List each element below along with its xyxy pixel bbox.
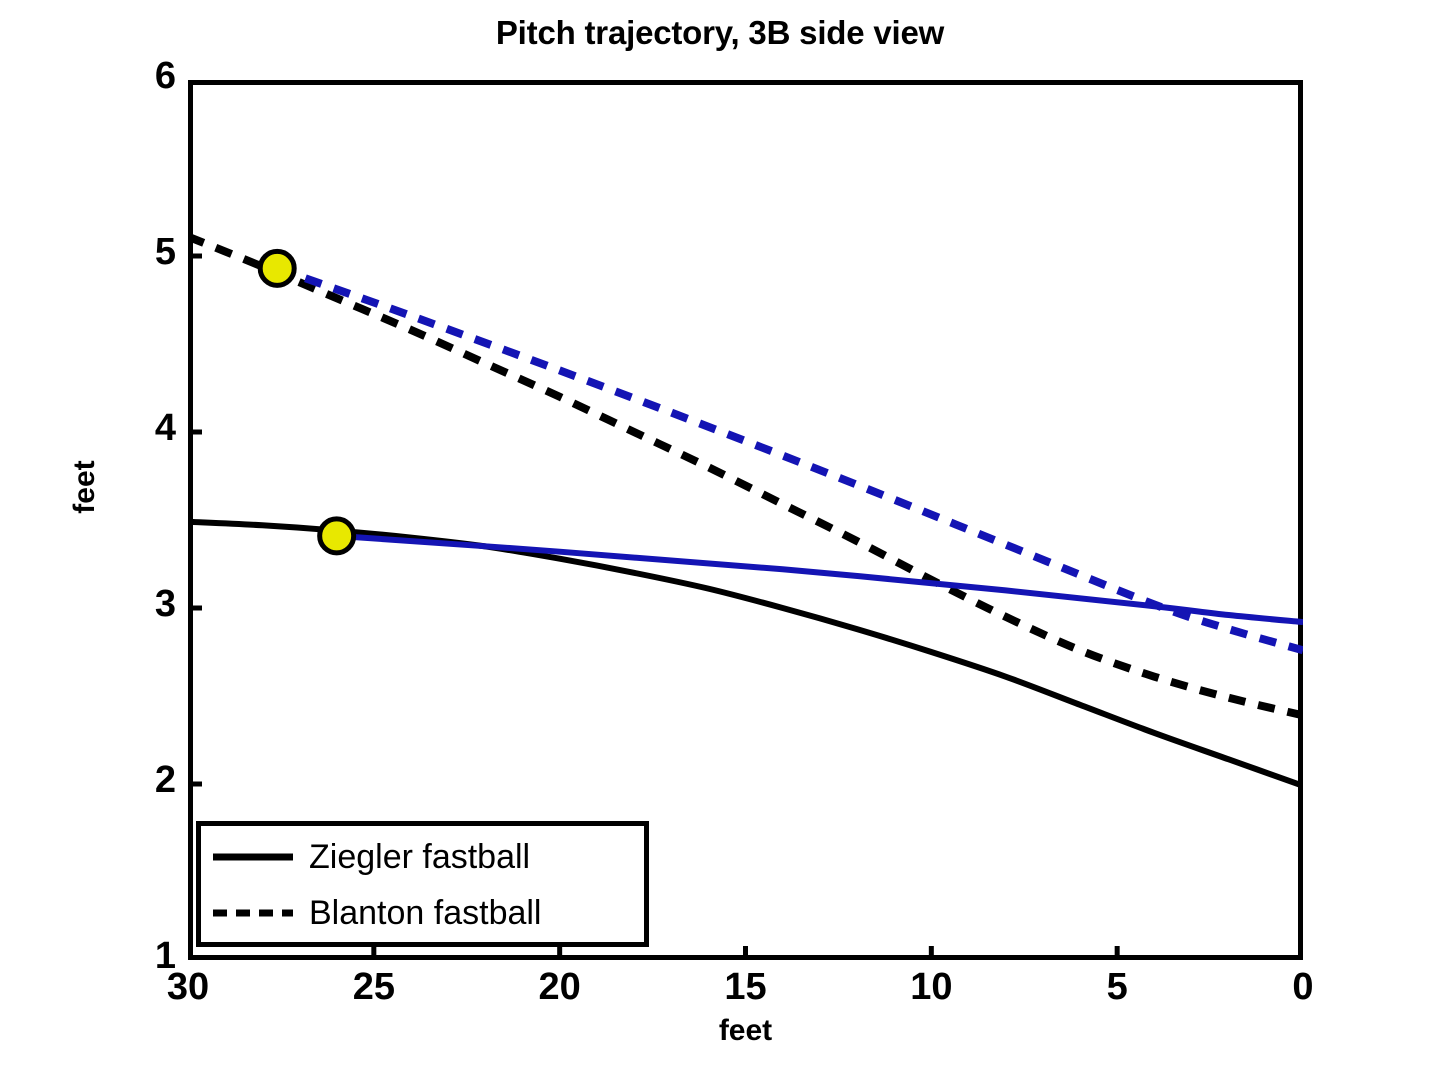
- series-line-2: [336, 532, 1303, 626]
- series-line-0: [188, 518, 1303, 789]
- series-line-1: [188, 232, 1303, 720]
- x-tick-label-20: 20: [538, 966, 581, 1008]
- x-tick-label-0: 0: [1292, 966, 1314, 1008]
- legend-entry-1[interactable]: Blanton fastball: [201, 886, 644, 940]
- tick-marks-group: [188, 253, 1120, 960]
- y-tick-label-3: 3: [154, 583, 176, 625]
- ziegler-release-point-marker: [317, 516, 357, 556]
- legend-swatch-dashed-line-icon: [201, 886, 309, 940]
- y-axis-label: feet: [68, 460, 101, 514]
- x-tick-label-15: 15: [724, 966, 767, 1008]
- legend-label-0: Ziegler fastball: [309, 838, 531, 876]
- page-title: Pitch trajectory, 3B side view: [495, 14, 945, 51]
- plot-drawing-surface: [188, 232, 1303, 960]
- x-tick-label-5: 5: [1106, 966, 1128, 1008]
- x-tick-label-25: 25: [352, 966, 395, 1008]
- data-series-group: [188, 232, 1303, 789]
- legend-label-1: Blanton fastball: [309, 894, 542, 932]
- data-markers-group: [257, 248, 357, 556]
- legend-swatch-solid-line-icon: [201, 830, 309, 884]
- y-tick-label-4: 4: [154, 407, 176, 449]
- y-tick-label-2: 2: [154, 759, 176, 801]
- y-tick-label-1: 1: [154, 935, 176, 977]
- plot-axes-frame: [188, 80, 1303, 960]
- x-tick-label-10: 10: [910, 966, 953, 1008]
- series-line-3: [275, 264, 1303, 655]
- chart-legend[interactable]: Ziegler fastball Blanton fastball: [196, 821, 649, 947]
- y-tick-label-6: 6: [154, 55, 176, 97]
- blanton-release-point-marker: [257, 248, 297, 288]
- y-tick-label-5: 5: [154, 231, 176, 273]
- legend-entry-0[interactable]: Ziegler fastball: [201, 830, 644, 884]
- x-axis-label: feet: [718, 1014, 773, 1047]
- x-tick-label-30: 30: [166, 966, 210, 1008]
